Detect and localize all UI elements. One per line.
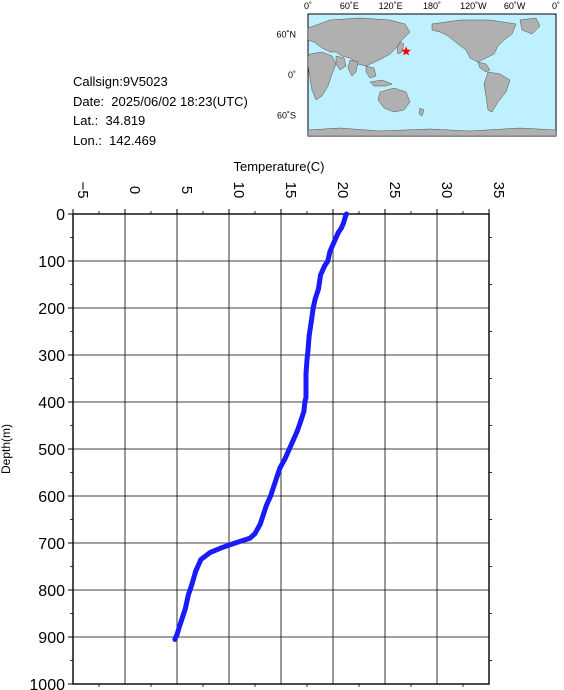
y-tick-label: 500 — [38, 442, 65, 459]
profile-point — [304, 357, 310, 363]
profile-point — [189, 582, 195, 588]
x-tick-label: 15 — [282, 182, 299, 199]
profile-point — [325, 258, 331, 264]
temperature-profile-line — [172, 211, 349, 642]
profile-point — [295, 427, 300, 433]
profile-point — [176, 625, 182, 630]
y-tick-label: 900 — [38, 630, 65, 647]
profile-point — [193, 568, 199, 574]
map-lat-label: 60˚S — [277, 111, 296, 121]
profile-point — [207, 550, 213, 555]
map-lon-label: 120˚W — [460, 1, 487, 11]
profile-point — [172, 637, 178, 642]
map-lat-label: 0˚ — [288, 70, 296, 80]
map-lat-label: 60˚N — [276, 29, 296, 39]
profile-point — [268, 493, 273, 499]
profile-point — [271, 484, 277, 489]
profile-point — [306, 333, 312, 339]
float-position-marker — [401, 46, 411, 56]
profile-point — [247, 535, 253, 541]
y-tick-label: 700 — [38, 536, 65, 553]
chart-ticks: −5 0 5 10 15 20 25 30 35 0 100 200 300 400 500 600 700 80… — [29, 181, 507, 690]
y-tick-label: 1000 — [29, 677, 65, 690]
profile-point — [308, 319, 314, 325]
y-tick-label: 800 — [38, 583, 65, 600]
y-tick-label: 200 — [38, 301, 65, 318]
map-lon-label: 180˚ — [423, 1, 441, 11]
profile-point — [312, 296, 318, 301]
profile-point — [343, 213, 348, 219]
y-tick-label: 600 — [38, 489, 65, 506]
profile-point — [341, 221, 346, 226]
profile-point — [301, 409, 307, 414]
y-tick-label: 300 — [38, 348, 65, 365]
x-tick-label: 35 — [490, 182, 507, 199]
profile-point — [327, 249, 333, 255]
x-tick-label: 10 — [230, 182, 247, 199]
profile-point — [277, 465, 283, 471]
latitude-text: Lat.: 34.819 — [73, 113, 146, 128]
profile-point — [219, 545, 225, 551]
map-lon-label: 60˚E — [340, 1, 359, 11]
y-tick-label: 100 — [38, 254, 65, 271]
y-axis-label: Depth(m) — [0, 424, 13, 474]
profile-point — [232, 540, 238, 546]
chart-data-layer — [172, 211, 349, 642]
profile-point — [331, 239, 337, 245]
x-tick-label: 5 — [178, 186, 195, 194]
y-tick-label: 400 — [38, 395, 65, 412]
x-tick-label: 25 — [386, 182, 403, 199]
profile-point — [282, 456, 288, 461]
profile-point — [291, 437, 296, 442]
x-tick-label: −5 — [74, 181, 91, 198]
profile-point — [303, 390, 309, 395]
profile-point — [174, 632, 180, 638]
profile-point — [257, 521, 263, 527]
profile-point — [198, 557, 204, 562]
callsign-text: Callsign:9V5023 — [73, 74, 168, 89]
profile-point — [303, 371, 309, 377]
profile-point — [316, 286, 321, 292]
profile-point — [179, 615, 185, 621]
profile-point — [274, 474, 280, 480]
profile-point — [310, 305, 316, 311]
profile-point — [264, 503, 269, 508]
profile-point — [298, 418, 304, 424]
map-lon-label: 120˚E — [379, 1, 403, 11]
profile-point — [182, 606, 188, 612]
profile-point — [318, 272, 323, 278]
profile-point — [303, 380, 309, 386]
map-lon-label: 0˚ — [552, 1, 560, 11]
chart-grid — [72, 213, 490, 685]
profile-point — [338, 225, 344, 231]
x-tick-label: 0 — [126, 186, 143, 194]
profile-point — [335, 230, 341, 236]
float-info: Callsign:9V5023 Date: 2025/06/02 18:23(U… — [73, 72, 248, 150]
x-tick-label: 20 — [334, 182, 351, 199]
map-land — [307, 17, 557, 137]
profile-point — [252, 531, 258, 536]
profile-point — [305, 347, 311, 353]
profile-point — [302, 399, 308, 405]
longitude-text: Lon.: 142.469 — [73, 132, 157, 148]
x-axis-label: Temperature(C) — [233, 159, 324, 174]
y-tick-label: 0 — [56, 207, 65, 224]
date-text: Date: 2025/06/02 18:23(UTC) — [73, 93, 248, 109]
profile-point — [186, 592, 191, 598]
profile-point — [260, 512, 266, 518]
map-lon-label: 60˚W — [504, 1, 526, 11]
profile-point — [303, 394, 309, 400]
profile-point — [322, 263, 328, 269]
map-lon-label: 0˚ — [304, 1, 312, 11]
x-tick-label: 30 — [438, 182, 455, 199]
profile-point — [286, 446, 292, 452]
